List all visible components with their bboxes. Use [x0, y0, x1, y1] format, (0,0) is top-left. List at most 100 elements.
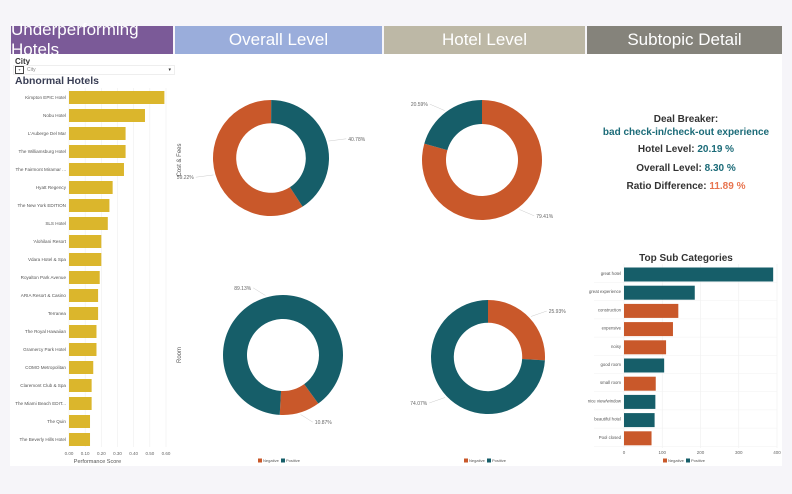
tab-subtopic-detail[interactable]: Subtopic Detail [587, 26, 782, 54]
subcategory-bar [624, 285, 695, 300]
subcategory-bar [624, 340, 667, 355]
legend-negative-swatch [464, 458, 468, 463]
hotel-bar [69, 289, 99, 302]
donut-leader [328, 138, 347, 142]
ratio-difference-label: Ratio Difference: [626, 181, 707, 192]
ratio-difference-value: 11.89 % [709, 181, 746, 192]
hotel-label: The Williamsburg Hotel [19, 149, 66, 154]
legend-negative-label: Negative [469, 458, 486, 463]
subcategory-bar [624, 376, 656, 391]
donut-leader [253, 287, 266, 296]
subcategory-bar [624, 267, 774, 282]
hotel-label: L'Auberge Del Mar [28, 131, 67, 136]
x-axis-title: Performance Score [74, 459, 121, 465]
donut-label: 10.87% [315, 420, 333, 426]
hotel-level-value: 20.19 % [697, 144, 735, 155]
hotel-bar [69, 181, 113, 194]
subcategory-bar [624, 431, 652, 446]
x-tick-label: 0.60 [162, 451, 171, 456]
donut-label: 74.07% [410, 401, 428, 407]
hotel-label: Hyatt Regency [36, 185, 67, 190]
donut-leader [519, 209, 535, 217]
subcategory-label: great experience [589, 289, 622, 294]
hotel-label: Claremont Club & Spa [20, 383, 66, 388]
tab-overall-level[interactable]: Overall Level [175, 26, 382, 54]
hotel-bar [69, 253, 102, 266]
legend-positive-label: Positive [286, 458, 301, 463]
donut-slice-positive [424, 100, 482, 151]
hotel-bar [69, 271, 100, 284]
hotel-label: 'Alohilani Resort [33, 239, 67, 244]
subcategory-bar [624, 413, 655, 428]
donut-label: 40.78% [348, 137, 366, 143]
hotel-bar [69, 91, 165, 104]
subcategory-label: expensive [602, 326, 622, 331]
hotel-label: Royalton Park Avenue [21, 275, 67, 280]
donut-slice-negative [212, 100, 303, 216]
subcategory-label: beautiful hotel [594, 417, 621, 422]
donut-leader [300, 414, 313, 423]
overall-level-value: 8.30 % [704, 163, 736, 174]
hotel-label: Nobu Hotel [43, 113, 66, 118]
x-tick-label: 0.20 [97, 451, 106, 456]
deal-breaker-value: bad check-in/check-out experience [602, 127, 770, 138]
city-filter-label: City [15, 57, 31, 66]
hotel-bar [69, 199, 110, 212]
x-tick-label: 0 [623, 450, 626, 455]
donut-label: 79.41% [536, 214, 554, 220]
hotel-bar [69, 325, 97, 338]
hotel-label: COMO Metropolitan [25, 365, 66, 370]
hotel-label: Terranea [48, 311, 67, 316]
legend-negative-swatch [663, 458, 667, 463]
donut-leader [429, 103, 445, 111]
legend-negative-label: Negative [668, 458, 685, 463]
legend-negative-label: Negative [263, 458, 280, 463]
hotel-bar [69, 415, 91, 428]
x-tick-label: 0.30 [113, 451, 122, 456]
hotel-bar [69, 145, 126, 158]
row-label: Cost & Fees [177, 143, 183, 176]
legend-negative-swatch [258, 458, 262, 463]
city-select[interactable]: ▾ City ▾ [13, 65, 175, 75]
hotel-bar [69, 379, 92, 392]
row-label: Room [177, 347, 183, 363]
x-tick-label: 0.40 [129, 451, 138, 456]
hotel-bar [69, 433, 91, 446]
hotel-bar [69, 163, 124, 176]
hotel-label: Vdara Hotel & Spa [28, 257, 66, 262]
hotel-bar [69, 109, 145, 122]
x-tick-label: 0.10 [81, 451, 90, 456]
tab-hotel-level[interactable]: Hotel Level [384, 26, 585, 54]
subcategory-label: construction [598, 307, 622, 312]
hotel-level-label: Hotel Level: [637, 144, 695, 155]
filter-icon: ▾ [15, 66, 24, 74]
donut-label: 20.59% [411, 102, 429, 108]
tab-underperforming-hotels[interactable]: Underperforming Hotels [11, 20, 173, 59]
legend-positive-swatch [281, 458, 285, 463]
legend-positive-swatch [487, 458, 491, 463]
abnormal-hotels-title: Abnormal Hotels [15, 75, 100, 87]
hotel-bar [69, 235, 102, 248]
donut-label: 59.22% [177, 175, 195, 181]
x-tick-label: 0.00 [65, 451, 74, 456]
overall-level-stat: Overall Level: 8.30 % [590, 163, 782, 174]
legend-positive-label: Positive [492, 458, 507, 463]
hotel-label: The Miami Beach EDIT... [15, 401, 66, 406]
hotel-label: Kimpton EPIC Hotel [25, 95, 66, 100]
hotel-bar [69, 217, 108, 230]
hotel-label: The Quin [47, 419, 66, 424]
hotel-label: ARIA Resort & Casino [21, 293, 67, 298]
hotel-label: The Royal Hawaiian [25, 329, 67, 334]
city-select-value: City [27, 67, 36, 73]
donut-slice-positive [431, 300, 545, 415]
subcategory-label: good room [600, 362, 621, 367]
donut-slice-negative [422, 100, 542, 220]
donut-leader [429, 397, 446, 404]
top-sub-categories-title: Top Sub Categories [639, 253, 733, 264]
ratio-difference-stat: Ratio Difference: 11.89 % [590, 181, 782, 192]
subcategory-label: Pool closed [599, 435, 622, 440]
hotel-bar [69, 361, 94, 374]
overall-level-label: Overall Level: [636, 163, 702, 174]
donut-leader [530, 310, 547, 317]
hotel-label: Gramercy Park Hotel [23, 347, 66, 352]
